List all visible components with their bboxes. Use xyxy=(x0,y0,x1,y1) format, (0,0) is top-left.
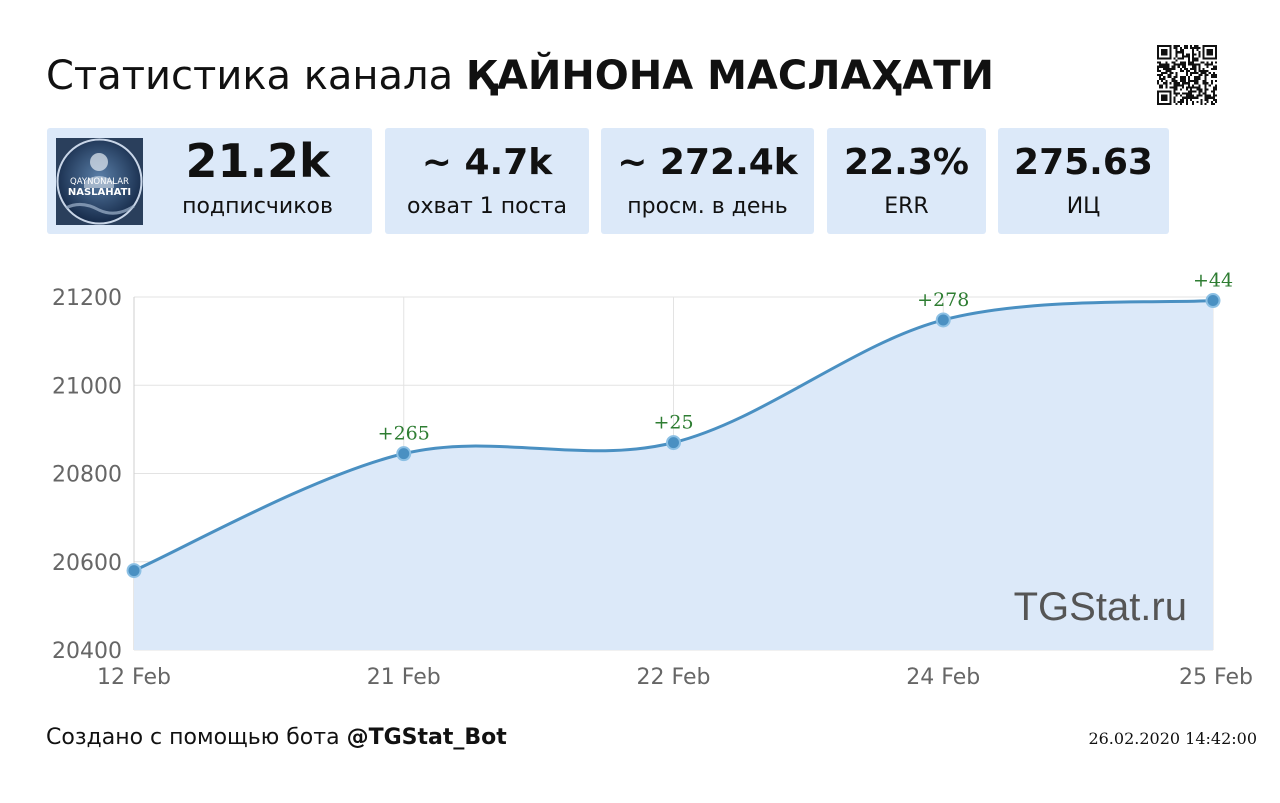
stat-card-err: 22.3% ERR xyxy=(827,128,986,234)
y-tick-label: 20400 xyxy=(52,639,122,664)
data-label: +278 xyxy=(917,289,969,311)
footer-created-text: Создано с помощью бота xyxy=(46,725,340,750)
avatar-text-line2: NASLAHATI xyxy=(68,187,131,198)
x-tick-label: 24 Feb xyxy=(906,665,980,690)
channel-name: ҚАЙНОНА МАСЛАҲАТИ xyxy=(465,53,994,99)
x-tick-label: 25 Feb xyxy=(1179,665,1253,690)
bot-handle: @TGStat_Bot xyxy=(346,725,507,750)
watermark: TGStat.ru xyxy=(1014,585,1187,629)
stat-label: ИЦ xyxy=(1066,194,1101,219)
y-tick-label: 20800 xyxy=(52,463,122,488)
data-label: +25 xyxy=(653,412,693,434)
y-tick-label: 21200 xyxy=(52,286,122,311)
y-tick-label: 21000 xyxy=(52,374,122,399)
data-point xyxy=(1205,293,1221,309)
title-prefix: Статистика канала xyxy=(46,53,454,99)
stat-value: ~ 272.4k xyxy=(617,142,798,183)
stat-label: просм. в день xyxy=(627,194,788,219)
stat-label: охват 1 поста xyxy=(407,194,567,219)
stat-card-subscribers: QAYNONALAR NASLAHATI 21.2k подписчиков xyxy=(47,128,372,234)
stat-card-views: ~ 272.4k просм. в день xyxy=(601,128,814,234)
stat-label: ERR xyxy=(884,194,929,219)
channel-avatar: QAYNONALAR NASLAHATI xyxy=(56,138,143,225)
stat-label: подписчиков xyxy=(182,194,333,219)
x-tick-label: 21 Feb xyxy=(367,665,441,690)
data-point xyxy=(396,446,412,462)
y-tick-label: 20600 xyxy=(52,551,122,576)
stat-card-reach: ~ 4.7k охват 1 поста xyxy=(385,128,589,234)
data-label: +265 xyxy=(378,423,430,445)
page-title: Статистика канала ҚАЙНОНА МАСЛАҲАТИ xyxy=(46,48,994,104)
stat-card-citation-index: 275.63 ИЦ xyxy=(998,128,1169,234)
footer-timestamp: 26.02.2020 14:42:00 xyxy=(1088,729,1257,748)
data-point xyxy=(935,312,951,328)
area-fill xyxy=(134,300,1213,650)
stat-value: 22.3% xyxy=(844,142,969,183)
x-tick-label: 12 Feb xyxy=(97,665,171,690)
data-point xyxy=(666,435,681,451)
footer-credit: Создано с помощью бота @TGStat_Bot xyxy=(46,723,507,753)
stat-value: 21.2k xyxy=(185,134,330,188)
avatar-text-line1: QAYNONALAR xyxy=(70,177,129,187)
data-label: +44 xyxy=(1193,270,1233,292)
qr-code-icon xyxy=(1157,45,1217,105)
stat-value: ~ 4.7k xyxy=(421,142,553,183)
stat-value: 275.63 xyxy=(1014,142,1153,183)
data-point xyxy=(126,563,142,579)
x-tick-label: 22 Feb xyxy=(637,665,711,690)
